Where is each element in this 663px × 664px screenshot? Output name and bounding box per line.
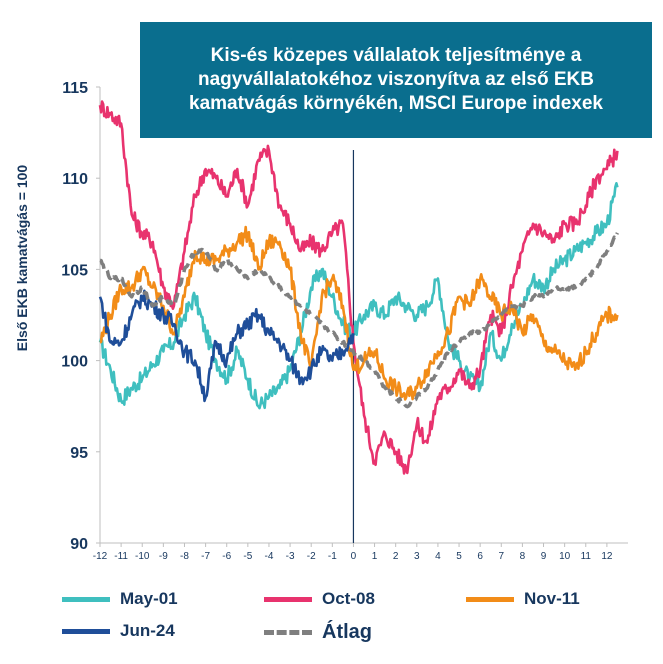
series-line-jun-24 [98,289,355,403]
legend-item-may-01: May-01 [62,589,178,609]
x-tick-label: 6 [477,551,483,562]
x-tick-label: 3 [414,551,420,562]
legend-item-oct-08: Oct-08 [264,589,375,609]
legend: May-01 Oct-08 Nov-11 Jun-24 Átlag [0,585,663,655]
x-tick-label: 5 [456,551,462,562]
chart-title: Kis-és közepes vállalatok teljesítménye … [140,22,652,138]
y-tick-label: 95 [70,445,88,462]
x-tick-label: -8 [180,551,189,562]
legend-swatch [62,628,110,634]
legend-label: May-01 [120,589,178,608]
series-line-nov-11 [99,225,619,401]
series-line-oct-08 [98,100,619,475]
y-tick-label: 115 [62,80,88,97]
series-line-may-01 [98,182,619,410]
x-tick-label: 7 [498,551,504,562]
legend-item-atlag: Átlag [264,621,372,644]
x-tick-label: -11 [114,551,128,562]
x-tick-label: -10 [135,551,150,562]
x-tick-label: -6 [222,551,231,562]
y-tick-label: 110 [62,171,88,188]
x-tick-label: 0 [351,551,357,562]
y-tick-label: 105 [61,262,88,279]
legend-item-jun-24: Jun-24 [62,621,175,641]
x-tick-label: -9 [159,551,168,562]
y-tick-label: 100 [61,354,88,371]
x-tick-label: 2 [393,551,399,562]
legend-label: Oct-08 [322,589,375,608]
x-tick-label: 10 [559,551,571,562]
series-line--tlag [99,232,619,409]
legend-swatch [264,596,312,602]
series-lines [98,100,619,475]
legend-label: Jun-24 [120,621,175,640]
x-tick-label: -7 [201,551,210,562]
legend-swatch [62,596,110,602]
legend-label: Nov-11 [524,589,580,608]
x-tick-label: 4 [435,551,441,562]
legend-item-nov-11: Nov-11 [466,589,580,609]
x-tick-label: 8 [520,551,526,562]
x-tick-label: -2 [307,551,316,562]
x-tick-label: 9 [541,551,547,562]
y-tick-label: 90 [70,536,88,553]
x-tick-label: 1 [372,551,378,562]
legend-swatch [264,630,312,635]
x-tick-label: 12 [601,551,613,562]
legend-swatch [466,596,514,602]
x-tick-label: -4 [265,551,274,562]
x-tick-label: -5 [243,551,252,562]
y-axis-label: Első EKB kamatvágás = 100 [14,164,31,352]
x-tick-label: -1 [328,551,337,562]
x-tick-label: 11 [581,551,592,562]
x-tick-label: -12 [93,551,108,562]
x-tick-label: -3 [286,551,295,562]
legend-label: Átlag [322,621,372,643]
